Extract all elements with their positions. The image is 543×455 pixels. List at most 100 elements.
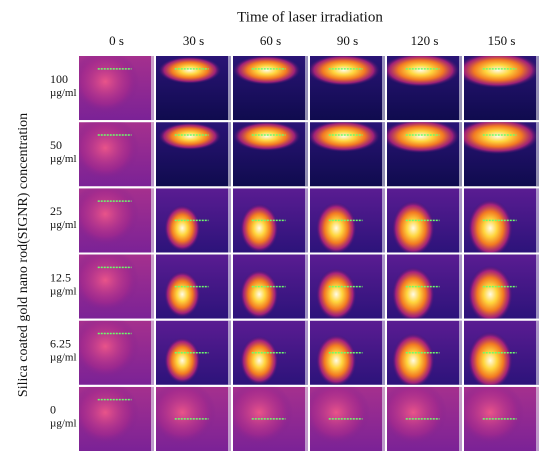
cell-edge — [228, 122, 231, 187]
cell-content — [310, 254, 385, 319]
hot-spot — [316, 202, 357, 253]
thermal-cell — [156, 320, 231, 385]
cell-edge — [151, 122, 154, 187]
cell-edge — [382, 56, 385, 121]
cell-edge — [305, 254, 308, 319]
cell-content — [310, 122, 385, 187]
hot-spot — [391, 333, 435, 385]
cell-content — [464, 386, 539, 451]
cell-content — [387, 386, 462, 451]
hot-spot — [464, 56, 539, 89]
cell-edge — [536, 122, 539, 187]
warm-region — [79, 122, 139, 180]
thermal-cell — [233, 188, 308, 253]
thermal-cell — [310, 56, 385, 121]
cell-content — [156, 122, 231, 187]
hot-spot — [310, 122, 381, 153]
cell-content — [233, 320, 308, 385]
thermal-cell — [233, 122, 308, 187]
thermal-cell — [233, 56, 308, 121]
cell-edge — [228, 320, 231, 385]
thermal-cell — [310, 386, 385, 451]
cell-content — [156, 254, 231, 319]
thermal-cell — [79, 386, 154, 451]
cell-edge — [305, 386, 308, 451]
cell-content — [233, 386, 308, 451]
cell-content — [310, 320, 385, 385]
cell-edge — [228, 56, 231, 121]
cell-edge — [382, 188, 385, 253]
thermal-cell — [233, 320, 308, 385]
column-header: 0 s — [109, 33, 124, 48]
thermal-cell — [464, 386, 539, 451]
row-value: 50 — [50, 138, 62, 152]
warm-region — [79, 56, 139, 114]
hot-spot — [164, 205, 201, 252]
row-value: 25 — [50, 204, 62, 218]
cell-content — [387, 254, 462, 319]
column-header: 120 s — [411, 33, 439, 48]
cell-edge — [459, 188, 462, 253]
thermal-cell — [310, 254, 385, 319]
cell-edge — [228, 188, 231, 253]
y-axis-label: Silica coated gold nano rod(SIGNR) conce… — [16, 113, 31, 397]
cell-edge — [459, 320, 462, 385]
thermal-cell — [79, 254, 154, 319]
cell-edge — [536, 386, 539, 451]
thermal-cell — [79, 188, 154, 253]
cell-edge — [151, 386, 154, 451]
cell-edge — [459, 386, 462, 451]
thermal-cell — [233, 254, 308, 319]
thermal-cell — [387, 56, 462, 121]
thermal-cell — [464, 320, 539, 385]
row-unit: µg/ml — [50, 418, 77, 430]
cell-content — [387, 56, 462, 121]
cell-edge — [305, 122, 308, 187]
cell-edge — [536, 254, 539, 319]
cell-edge — [382, 122, 385, 187]
hot-spot — [240, 269, 279, 319]
thermal-cell — [464, 122, 539, 187]
cell-edge — [382, 386, 385, 451]
thermal-cell — [464, 254, 539, 319]
cell-edge — [459, 56, 462, 121]
hot-spot — [310, 56, 381, 86]
cell-content — [79, 320, 154, 385]
thermal-cell — [387, 386, 462, 451]
thermal-cell — [79, 320, 154, 385]
hot-spot — [387, 56, 460, 88]
thermal-cell — [156, 122, 231, 187]
hot-spot — [233, 122, 301, 152]
hot-spot — [467, 331, 513, 385]
row-unit: µg/ml — [50, 352, 77, 364]
thermal-cell — [233, 386, 308, 451]
cell-edge — [459, 122, 462, 187]
cell-content — [464, 188, 539, 253]
cell-edge — [382, 254, 385, 319]
cell-content — [233, 188, 308, 253]
cell-edge — [228, 386, 231, 451]
cell-content — [79, 386, 154, 451]
row-unit: µg/ml — [50, 219, 77, 231]
hot-spot — [240, 335, 279, 385]
warm-region — [79, 386, 139, 445]
cell-content — [464, 122, 539, 187]
cell-content — [156, 386, 231, 451]
cell-content — [156, 320, 231, 385]
cell-content — [233, 122, 308, 187]
thermal-cell — [156, 188, 231, 253]
hot-spot — [391, 266, 435, 319]
hot-spot — [164, 271, 201, 318]
column-header: 150 s — [488, 33, 516, 48]
cell-edge — [536, 188, 539, 253]
cell-content — [156, 188, 231, 253]
cell-content — [464, 56, 539, 121]
row-value: 100 — [50, 72, 68, 86]
warm-region — [464, 386, 524, 445]
warm-region — [79, 188, 139, 247]
cell-content — [79, 122, 154, 187]
cell-content — [387, 320, 462, 385]
thermal-cell — [79, 122, 154, 187]
cell-content — [464, 254, 539, 319]
